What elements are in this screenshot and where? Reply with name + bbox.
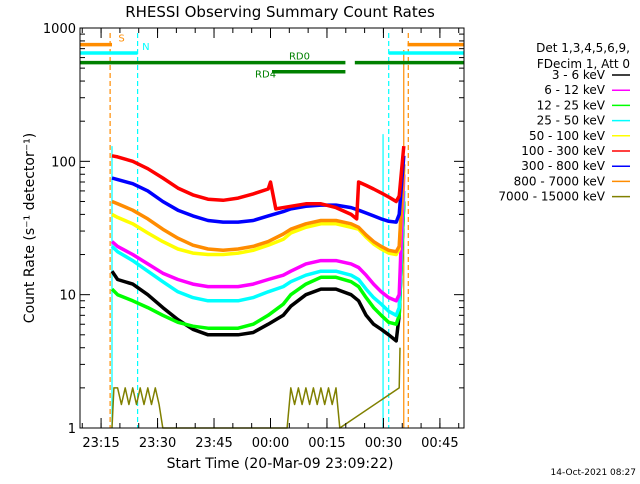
legend-label-12-25-kev: 12 - 25 keV	[537, 98, 606, 112]
series-line-800-7000-kev	[111, 164, 406, 254]
flag-label-rd4: RD4	[255, 70, 276, 81]
axes: 1 10 100 1000 23:15 23:30 23:45 00:00 00:15 00:30…	[43, 22, 465, 451]
y-axis-label: Count Rate (s⁻¹ detector⁻¹)	[22, 133, 38, 323]
x-tick-label: 23:15	[82, 436, 119, 451]
plot-frame	[79, 27, 465, 429]
legend-label-7000-15000-kev: 7000 - 15000 keV	[498, 190, 605, 204]
legend: Det 1,3,4,5,6,9, FDecim 1, Att 03 - 6 keV…	[498, 41, 630, 204]
legend-label-25-50-kev: 25 - 50 keV	[537, 114, 606, 128]
legend-header-line: FDecim 1, Att 0	[537, 57, 630, 71]
x-tick-label: 00:00	[252, 436, 289, 451]
series-line-50-100-kev	[111, 167, 406, 257]
plot-area	[109, 33, 409, 429]
flag-label-s: S	[118, 34, 124, 45]
series-line-12-25-kev	[110, 201, 406, 330]
chart-title: RHESSI Observing Summary Count Rates	[125, 3, 435, 21]
flag-label-rd0: RD0	[289, 52, 310, 63]
legend-label-800-7000-kev: 800 - 7000 keV	[514, 174, 606, 188]
y-tick-label: 10	[59, 289, 76, 304]
legend-label-300-800-kev: 300 - 800 keV	[521, 159, 605, 173]
flag-bars: S N RD0 RD4	[80, 34, 464, 81]
y-tick-label: 1	[68, 422, 76, 437]
legend-label-3-6-kev: 3 - 6 keV	[552, 68, 606, 82]
legend-label-6-12-kev: 6 - 12 keV	[544, 83, 606, 97]
x-tick-label: 00:30	[365, 436, 402, 451]
series-line-100-300-kev	[111, 145, 406, 221]
y-tick-label: 100	[51, 155, 76, 170]
x-axis-label: Start Time (20-Mar-09 23:09:22)	[167, 456, 394, 472]
flag-label-n: N	[142, 42, 149, 53]
x-tick-label: 00:15	[308, 436, 345, 451]
x-tick-label: 00:45	[421, 436, 458, 451]
legend-label-50-100-kev: 50 - 100 keV	[529, 129, 606, 143]
x-tick-label: 23:30	[139, 436, 176, 451]
series-line-3-6-kev	[110, 201, 406, 343]
legend-header-line: Det 1,3,4,5,6,9,	[536, 41, 630, 55]
series-line-6-12-kev	[110, 174, 406, 303]
series-line-7000-15000-kev	[111, 347, 401, 429]
y-tick-label: 1000	[43, 22, 76, 37]
series-line-25-50-kev	[110, 190, 406, 318]
legend-label-100-300-kev: 100 - 300 keV	[521, 144, 605, 158]
x-tick-label: 23:45	[195, 436, 232, 451]
timestamp-label: 14-Oct-2021 08:27	[551, 468, 636, 478]
series-line-300-800-kev	[111, 155, 406, 224]
